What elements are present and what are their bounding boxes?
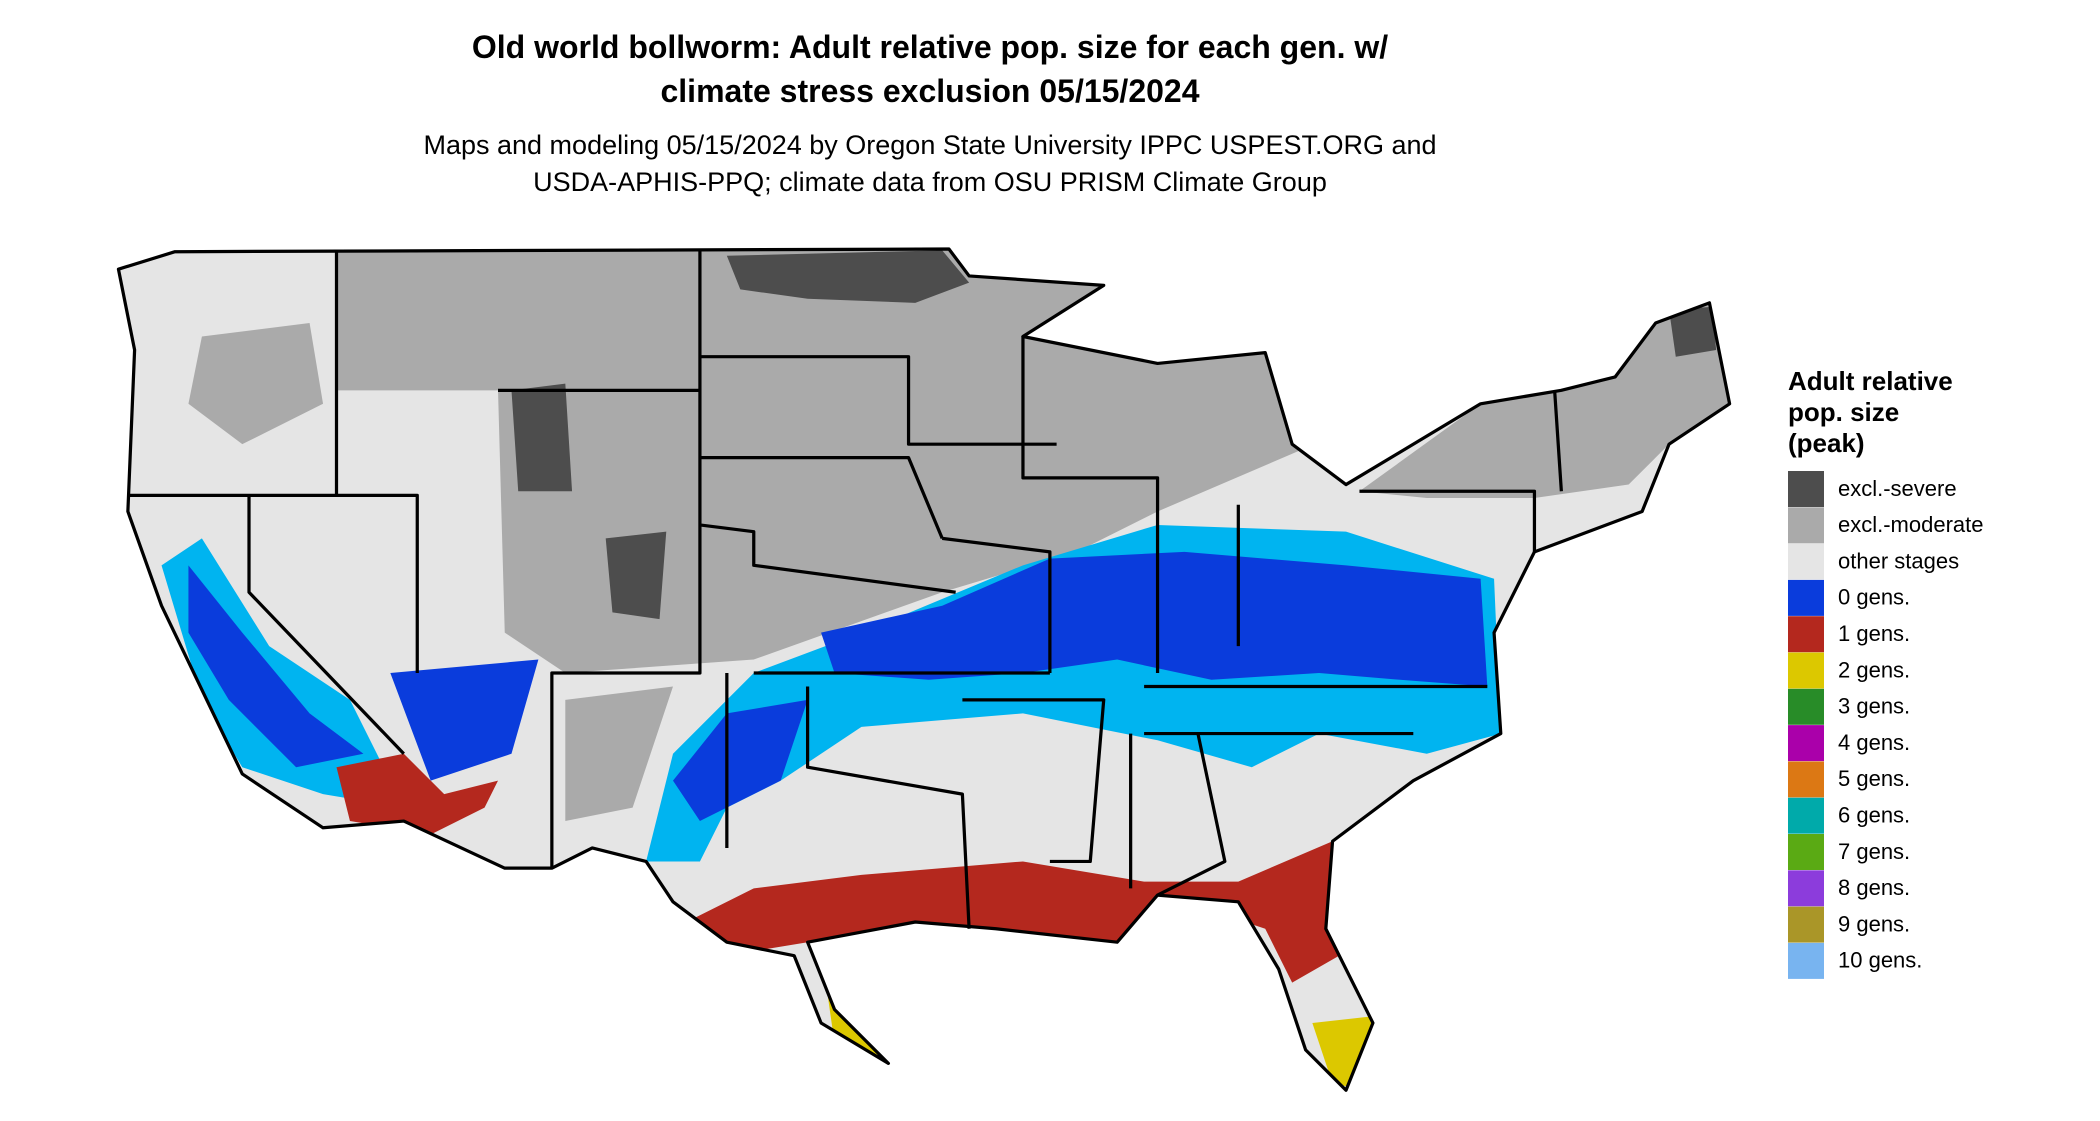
subtitle: Maps and modeling 05/15/2024 by Oregon S… [423, 130, 1436, 160]
legend-swatch [1788, 471, 1824, 507]
region-0-gens [821, 551, 1488, 687]
legend-swatch [1788, 870, 1824, 907]
legend-title: Adult relative [1788, 366, 1953, 396]
legend-title: (peak) [1788, 428, 1865, 458]
legend-label: 0 gens. [1838, 585, 1910, 610]
map-regions [161, 250, 1730, 1091]
region-excl-moderate [336, 250, 1299, 673]
legend-label: 1 gens. [1838, 621, 1910, 646]
legend-swatch [1788, 616, 1824, 653]
legend-swatch [1788, 543, 1824, 580]
legend-label: 6 gens. [1838, 803, 1910, 828]
legend-label: 10 gens. [1838, 948, 1922, 973]
legend-swatch [1788, 652, 1824, 689]
legend-swatch [1788, 906, 1824, 943]
legend-swatch [1788, 942, 1824, 979]
legend-label: 2 gens. [1838, 657, 1910, 682]
legend-label: 4 gens. [1838, 730, 1910, 755]
legend-swatch [1788, 797, 1824, 834]
legend-swatch [1788, 579, 1824, 616]
legend-label: 7 gens. [1838, 839, 1910, 864]
region-0-gens [188, 565, 808, 822]
legend-swatch [1788, 761, 1824, 798]
legend-swatch [1788, 507, 1824, 544]
region-1-gens [673, 841, 1340, 983]
legend-swatch [1788, 688, 1824, 725]
state-borders [116, 247, 1732, 1092]
subtitle: USDA-APHIS-PPQ; climate data from OSU PR… [533, 167, 1327, 197]
legend-swatch [1788, 834, 1824, 870]
legend-label: 9 gens. [1838, 911, 1910, 936]
us-map [116, 247, 1732, 1092]
state-border [127, 250, 1563, 929]
region-excl-moderate [188, 323, 673, 822]
legend-title: pop. size [1788, 397, 1899, 427]
legend-label: 5 gens. [1838, 766, 1910, 791]
region-excl-moderate [1359, 302, 1730, 499]
region-excl-severe [511, 250, 1717, 620]
legend-label: excl.-severe [1838, 476, 1957, 501]
legend-label: other stages [1838, 548, 1959, 573]
title: climate stress exclusion 05/15/2024 [660, 73, 1199, 109]
legend-swatch [1788, 725, 1824, 762]
legend-label: 8 gens. [1838, 875, 1910, 900]
legend-label: 3 gens. [1838, 694, 1910, 719]
legend-label: excl.-moderate [1838, 512, 1984, 537]
title: Old world bollworm: Adult relative pop. … [472, 29, 1388, 65]
region-1-gens [336, 753, 499, 835]
